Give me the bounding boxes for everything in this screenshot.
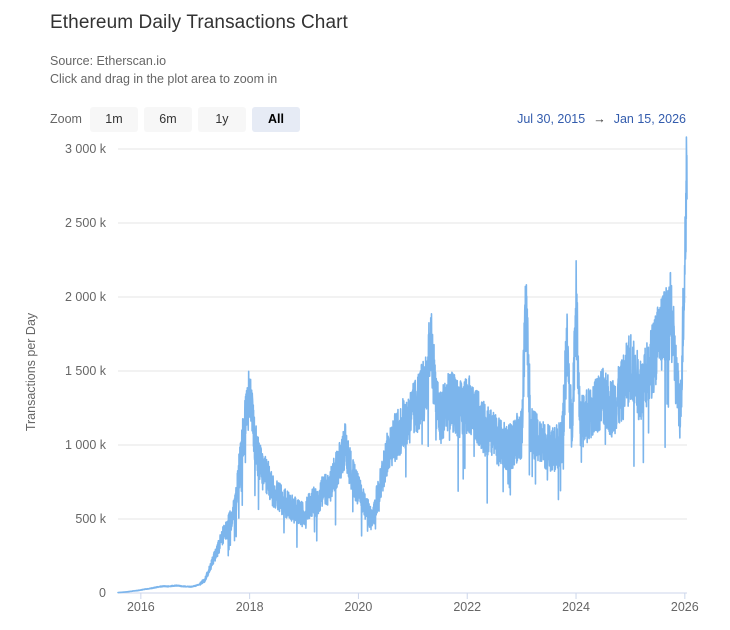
range-button-1m[interactable]: 1m bbox=[89, 106, 138, 132]
y-tick-label: 1 000 k bbox=[64, 438, 106, 452]
range-from-date[interactable]: Jul 30, 2015 bbox=[517, 111, 586, 126]
x-tick-label: 2024 bbox=[562, 600, 590, 614]
range-button-1y[interactable]: 1y bbox=[197, 106, 246, 132]
chart-subtitle: Source: Etherscan.io Click and drag in t… bbox=[50, 52, 277, 88]
range-date-inputs: Jul 30, 2015 → Jan 15, 2026 bbox=[517, 106, 686, 131]
y-axis-title: Transactions per Day bbox=[24, 312, 38, 432]
zoom-label: Zoom bbox=[50, 112, 82, 126]
y-tick-label: 2 500 k bbox=[64, 216, 106, 230]
x-tick-label: 2018 bbox=[235, 600, 264, 614]
y-tick-label: 2 000 k bbox=[64, 290, 106, 304]
x-tick-label: 2020 bbox=[344, 600, 373, 614]
x-axis-tick-labels: 2016 2018 2020 2022 2024 2026 bbox=[0, 600, 730, 620]
y-tick-label: 0 bbox=[99, 586, 106, 600]
page-title: Ethereum Daily Transactions Chart bbox=[50, 12, 348, 33]
range-selector: Zoom 1m 6m 1y All bbox=[50, 106, 300, 132]
range-button-6m[interactable]: 6m bbox=[143, 106, 192, 132]
y-tick-label: 1 500 k bbox=[64, 364, 106, 378]
chart-source-text: Source: Etherscan.io bbox=[50, 54, 167, 68]
range-button-all[interactable]: All bbox=[251, 106, 300, 132]
range-arrow-icon: → bbox=[593, 111, 606, 126]
y-axis-tick-labels: 0 500 k 1 000 k 1 500 k 2 000 k 2 500 k 3 000 … bbox=[38, 0, 106, 630]
chart-hint-text: Click and drag in the plot area to zoom … bbox=[50, 72, 278, 86]
x-tick-label: 2016 bbox=[126, 600, 155, 614]
y-tick-label: 500 k bbox=[75, 512, 106, 526]
y-tick-label: 3 000 k bbox=[64, 142, 106, 156]
x-tick-label: 2022 bbox=[453, 600, 482, 614]
x-tick-label: 2026 bbox=[670, 600, 699, 614]
range-to-date[interactable]: Jan 15, 2026 bbox=[613, 111, 686, 126]
